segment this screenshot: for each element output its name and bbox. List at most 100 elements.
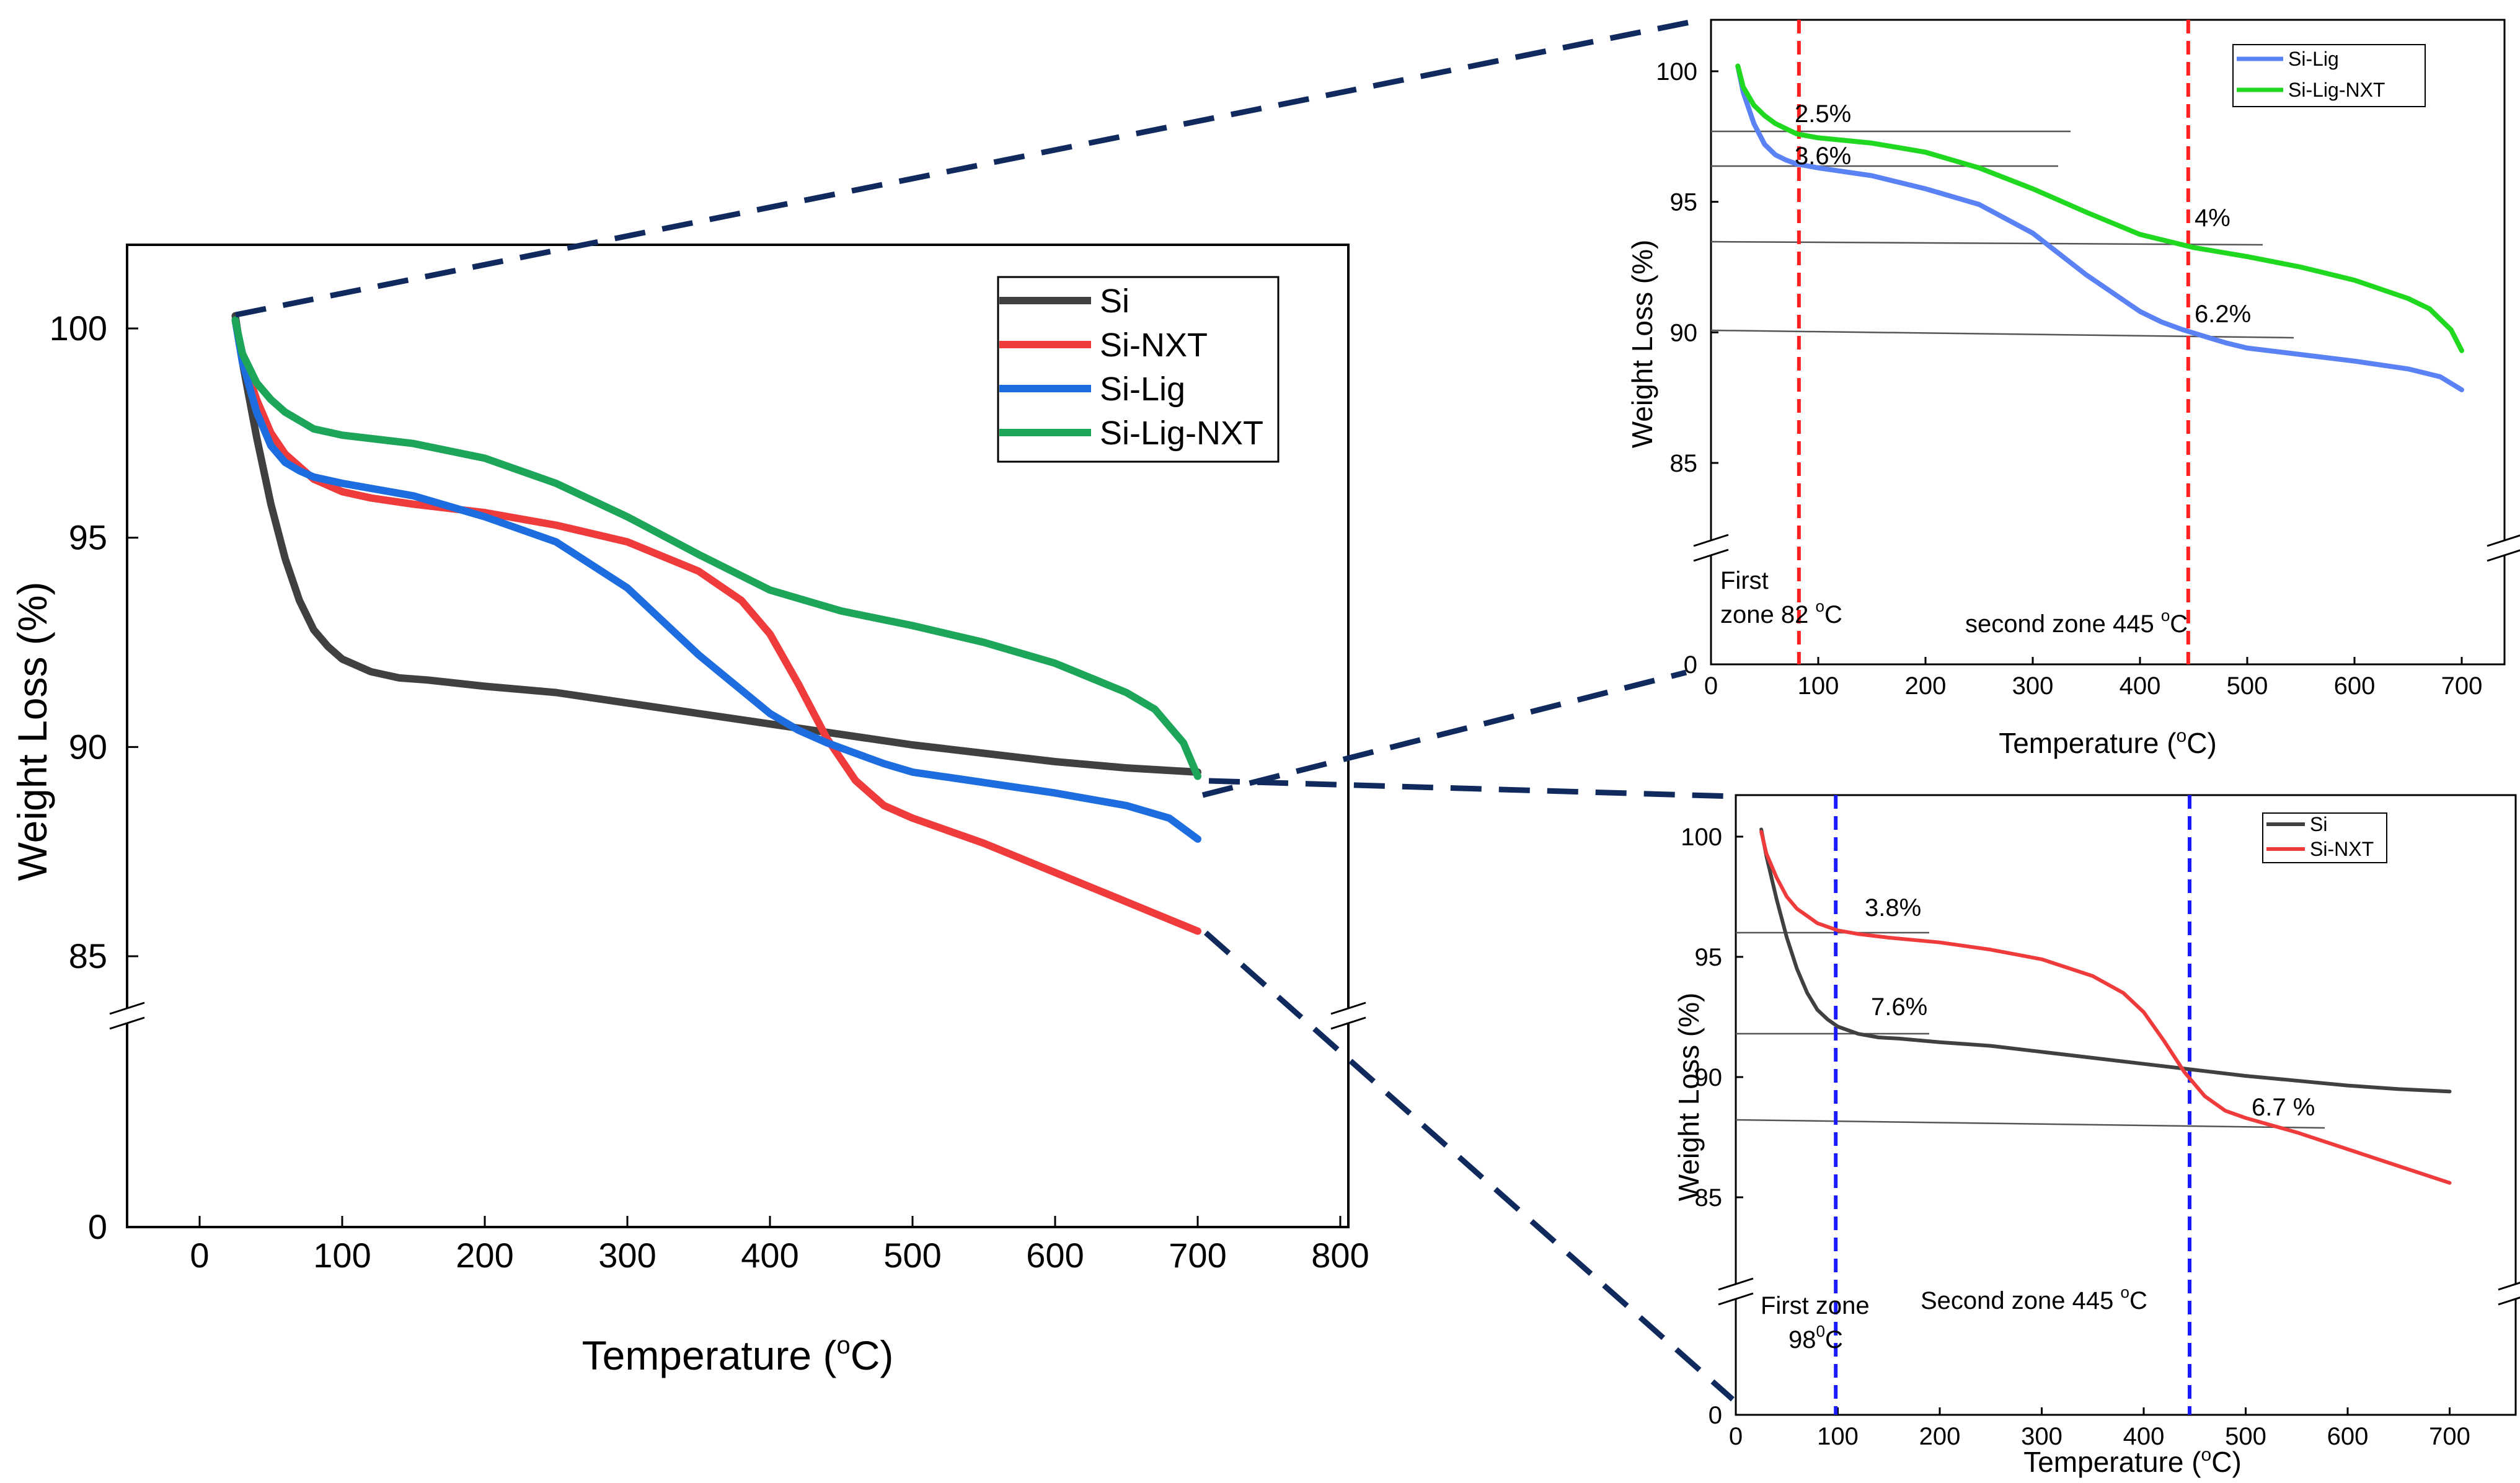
bottom-ref-label-3: 6.7 %: [2252, 1094, 2315, 1121]
zoom-connectors: [235, 17, 1735, 1402]
series-line-si: [1759, 827, 2452, 1094]
y-tick-label: 90: [1670, 319, 1698, 346]
top-inset-x-ticks: 0 100 200 300 400 500 600 700: [1704, 657, 2483, 700]
axis-break-slash: [1693, 548, 1729, 562]
main-chart: 0 100 200 300 400 500 600 700 800 0 85 90 95 100 Tem…: [9, 244, 1369, 1378]
x-tick-label: 600: [2327, 1423, 2369, 1450]
series-line-si-lig: [231, 316, 1201, 843]
top-inset-frame: [1710, 19, 2506, 666]
x-tick-label: 700: [1169, 1236, 1226, 1275]
legend-entry: Si-Lig-NXT: [1100, 415, 1263, 452]
connector-top-lower: [1201, 669, 1687, 798]
bottom-inset-reference-lines: [1735, 931, 2325, 1129]
y-tick-label: 0: [1709, 1402, 1722, 1429]
x-tick-label: 400: [741, 1236, 798, 1275]
top-inset-y-ticks: 0 85 90 95 100: [1656, 58, 1718, 679]
x-tick-label: 0: [190, 1236, 209, 1275]
x-tick-label: 400: [2123, 1423, 2165, 1450]
x-tick-label: 600: [2334, 672, 2376, 700]
axis-break-slash: [2487, 534, 2520, 547]
y-tick-label: 95: [1670, 189, 1698, 216]
bottom-ref-label-1: 3.8%: [1865, 894, 1921, 922]
y-tick-label: 90: [69, 727, 107, 766]
x-tick-label: 700: [2441, 672, 2483, 700]
x-tick-label: 200: [1919, 1423, 1961, 1450]
top-inset-chart: 0 100 200 300 400 500 600 700 0 85 90 95 100 2.5% 3…: [1626, 19, 2520, 759]
x-tick-label: 100: [1798, 672, 1839, 700]
x-tick-label: 500: [883, 1236, 941, 1275]
legend-entry: Si-Lig: [1100, 371, 1185, 408]
series-line-si-lig-nxt: [1735, 63, 2464, 353]
series-line-si-nxt: [1759, 830, 2452, 1185]
top-ref-label-2: 3.6%: [1795, 143, 1851, 170]
bottom-inset-zone-lines: [1834, 795, 2192, 1415]
legend-entry: Si-NXT: [1100, 327, 1208, 364]
main-x-axis-label: Temperature (oC): [582, 1332, 894, 1378]
top-ref-label-1: 2.5%: [1795, 100, 1851, 128]
bottom-inset-x-ticks: 0 100 200 300 400 500 600 700: [1729, 1407, 2470, 1450]
y-tick-label: 90: [1695, 1064, 1723, 1091]
bottom-zone2-label: Second zone 445 oC: [1921, 1283, 2147, 1314]
connector-bottom-upper: [1208, 778, 1733, 799]
y-tick-label: 85: [1695, 1184, 1723, 1212]
y-tick-label: 100: [1656, 58, 1697, 86]
connector-top-upper: [235, 17, 1702, 318]
x-tick-label: 100: [313, 1236, 371, 1275]
top-inset-zone-lines: [1797, 20, 2190, 664]
x-tick-label: 700: [2429, 1423, 2470, 1450]
bottom-inset-axis-break: [1718, 1277, 2520, 1306]
x-tick-label: 0: [1729, 1423, 1743, 1450]
y-tick-label: 85: [69, 936, 107, 975]
main-y-axis-label: Weight Loss (%): [9, 582, 55, 881]
main-y-ticks: 0 85 90 95 100: [50, 309, 138, 1246]
x-tick-label: 100: [1817, 1423, 1859, 1450]
series-line-si-nxt: [231, 316, 1201, 935]
legend-entry: Si-Lig: [2288, 48, 2339, 70]
main-axis-break: [109, 1001, 1366, 1030]
bottom-y-axis-label: Weight Loss (%): [1673, 993, 1705, 1202]
series-line-si: [231, 312, 1201, 776]
y-tick-label: 0: [88, 1207, 107, 1246]
legend-entry: Si-NXT: [2310, 838, 2374, 860]
bottom-inset-legend: Si Si-NXT: [2262, 812, 2387, 863]
top-zone1-line1: First: [1720, 567, 1769, 594]
axis-break-slash: [1693, 534, 1729, 547]
y-tick-label: 85: [1670, 450, 1698, 477]
x-tick-label: 500: [2225, 1423, 2266, 1450]
legend-entry: Si: [1100, 283, 1130, 320]
y-tick-label: 95: [1695, 944, 1723, 971]
x-tick-label: 500: [2227, 672, 2268, 700]
bottom-zone1-line2: 980C: [1788, 1322, 1843, 1353]
x-tick-label: 600: [1026, 1236, 1084, 1275]
x-tick-label: 800: [1311, 1236, 1369, 1275]
x-tick-label: 300: [598, 1236, 656, 1275]
connector-bottom-lower: [1204, 930, 1735, 1402]
top-inset-axis-break: [1693, 534, 2520, 562]
top-y-axis-label: Weight Loss (%): [1626, 240, 1658, 449]
main-plot-frame: [126, 244, 1350, 1228]
x-tick-label: 300: [2021, 1423, 2062, 1450]
top-inset-legend: Si-Lig Si-Lig-NXT: [2232, 44, 2426, 107]
y-tick-label: 0: [1684, 651, 1697, 679]
top-zone2-label: second zone 445 oC: [1965, 606, 2188, 638]
x-tick-label: 300: [2012, 672, 2054, 700]
y-tick-label: 100: [1681, 824, 1722, 851]
axis-break-slash: [1330, 1016, 1366, 1030]
y-tick-label: 100: [50, 309, 107, 348]
axis-break-slash: [2498, 1296, 2520, 1306]
top-ref-label-3: 4%: [2195, 205, 2230, 232]
y-tick-label: 95: [69, 518, 107, 557]
top-zone1-line2: zone 82 oC: [1720, 597, 1842, 628]
series-line-si-lig: [1735, 63, 2464, 392]
top-x-axis-label: Temperature (oC): [1999, 726, 2217, 759]
main-x-ticks: 0 100 200 300 400 500 600 700 800: [190, 1216, 1369, 1275]
x-tick-label: 200: [456, 1236, 513, 1275]
bottom-inset-frame: [1735, 794, 2517, 1416]
bottom-x-axis-label: Temperature (oC): [2023, 1445, 2242, 1478]
series-line-si-lig-nxt: [231, 316, 1201, 780]
axis-break-slash: [2498, 1282, 2520, 1291]
legend-entry: Si-Lig-NXT: [2288, 79, 2385, 101]
top-ref-label-4: 6.2%: [2195, 301, 2251, 328]
axis-break-slash: [109, 1016, 145, 1030]
